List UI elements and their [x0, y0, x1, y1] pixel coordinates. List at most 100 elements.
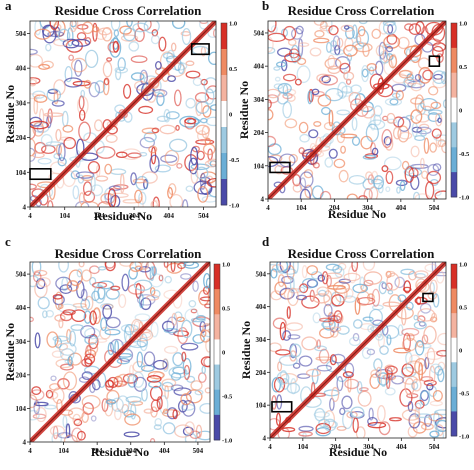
- correlation-patch: [105, 288, 120, 300]
- correlation-patch: [433, 189, 442, 197]
- correlation-patch: [275, 61, 287, 68]
- correlation-patch: [411, 378, 422, 392]
- colorbar-segment: [221, 75, 227, 102]
- colorbar-segment: [451, 72, 457, 98]
- correlation-patch: [340, 145, 346, 154]
- y-tick-label: 104: [16, 169, 27, 177]
- diagonal-line: [30, 21, 216, 207]
- correlation-patch: [184, 308, 199, 323]
- correlation-patch: [413, 270, 429, 279]
- highlight-box: [428, 55, 441, 67]
- correlation-patch: [335, 56, 351, 70]
- correlation-patch: [342, 410, 353, 430]
- correlation-patch: [309, 47, 322, 57]
- correlation-patch: [30, 316, 34, 323]
- correlation-patch: [407, 401, 414, 413]
- correlation-patch: [121, 273, 130, 292]
- correlation-patch: [45, 141, 63, 147]
- correlation-patch: [68, 352, 83, 366]
- correlation-patch: [363, 271, 383, 285]
- correlation-patch: [274, 76, 281, 82]
- correlation-patch: [84, 295, 94, 311]
- correlation-patch: [81, 394, 101, 410]
- correlation-patch: [379, 345, 389, 355]
- panel-d: d Residue Cross Correlation 4 104 204 304 404 5…: [239, 234, 470, 459]
- x-tick-label: 104: [58, 447, 69, 455]
- correlation-patch: [396, 186, 401, 194]
- x-axis-label: Residue No: [328, 207, 386, 221]
- correlation-patch: [432, 389, 443, 402]
- correlation-patch: [95, 30, 107, 41]
- correlation-patch: [205, 175, 214, 185]
- correlation-patch: [86, 342, 99, 356]
- correlation-patch: [47, 30, 65, 38]
- correlation-patch: [419, 390, 430, 406]
- correlation-patch: [170, 384, 184, 392]
- correlation-patch: [155, 60, 162, 70]
- correlation-patch: [85, 345, 92, 359]
- correlation-patch: [91, 379, 101, 391]
- correlation-patch: [298, 147, 305, 155]
- colorbar-segment: [451, 313, 457, 339]
- chart-title: Residue Cross Correlation: [288, 246, 436, 261]
- correlation-patch: [163, 345, 179, 354]
- correlation-patch: [88, 81, 101, 98]
- correlation-patch: [321, 106, 331, 116]
- correlation-patch: [292, 262, 299, 274]
- correlation-patch: [348, 336, 361, 347]
- x-tick-label: 204: [94, 212, 105, 220]
- correlation-patch: [176, 162, 183, 169]
- correlation-patch: [367, 416, 378, 426]
- correlation-patch: [398, 69, 413, 79]
- correlation-patch: [385, 270, 392, 279]
- correlation-patch: [286, 382, 301, 394]
- correlation-patch: [292, 362, 301, 369]
- correlation-patch: [423, 137, 430, 154]
- correlation-patch: [105, 379, 114, 388]
- correlation-patch: [385, 170, 394, 185]
- correlation-patch: [63, 77, 83, 88]
- correlation-patch: [90, 415, 97, 422]
- correlation-patch: [139, 151, 148, 157]
- correlation-patch: [407, 415, 420, 425]
- correlation-patch: [403, 280, 412, 294]
- correlation-patch: [408, 23, 422, 36]
- correlation-patch: [190, 168, 199, 184]
- correlation-patch: [313, 37, 330, 44]
- correlation-patch: [170, 372, 182, 381]
- correlation-patch: [45, 389, 54, 399]
- correlation-patch: [363, 188, 373, 199]
- correlation-patch: [98, 27, 112, 36]
- correlation-patch: [368, 186, 379, 199]
- correlation-patch: [59, 311, 73, 322]
- correlation-patch: [268, 36, 274, 53]
- correlation-patch: [344, 362, 355, 377]
- correlation-patch: [76, 430, 86, 441]
- correlation-patch: [30, 77, 41, 85]
- correlation-patch: [321, 75, 331, 84]
- correlation-patch: [55, 276, 72, 291]
- correlation-patch: [429, 316, 438, 323]
- correlation-patch: [401, 375, 418, 385]
- correlation-patch: [116, 395, 130, 414]
- correlation-patch: [41, 24, 55, 38]
- colorbar-segment: [221, 49, 227, 76]
- correlation-patch: [133, 376, 147, 392]
- correlation-patch: [352, 332, 360, 342]
- correlation-patch: [76, 268, 83, 278]
- correlation-patch: [164, 149, 180, 167]
- colorbar-segment: [214, 414, 220, 441]
- correlation-patch: [34, 332, 41, 349]
- correlation-patch: [312, 312, 321, 324]
- colorbar-tick-label: -0.5: [459, 391, 470, 398]
- correlation-patch: [409, 354, 421, 365]
- correlation-patch: [337, 81, 348, 99]
- correlation-patch: [284, 88, 297, 96]
- correlation-patch: [167, 187, 174, 199]
- colorbar-tick-label: 0: [459, 108, 462, 115]
- correlation-patch: [204, 387, 210, 394]
- correlation-patch: [270, 25, 278, 34]
- correlation-patch: [343, 44, 358, 57]
- correlation-patch: [429, 430, 440, 438]
- correlation-patch: [106, 57, 113, 62]
